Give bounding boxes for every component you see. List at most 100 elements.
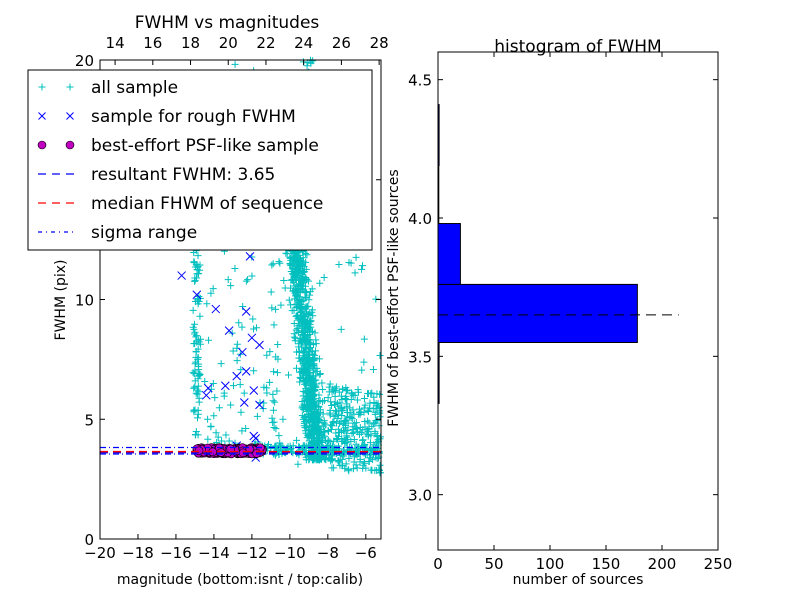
all-sample-point xyxy=(207,289,215,297)
all-sample-point xyxy=(330,387,338,395)
all-sample-point xyxy=(329,418,337,426)
all-sample-point xyxy=(304,398,312,406)
x-tick-label: −16 xyxy=(160,544,192,562)
all-sample-point xyxy=(335,388,343,396)
legend-box xyxy=(27,69,373,251)
all-sample-point xyxy=(324,426,332,434)
all-sample-point xyxy=(194,382,202,390)
all-sample-point xyxy=(328,401,336,409)
x-axis-ticks: −20 −18 −16 −14 −12 −10 −8 −6 xyxy=(84,534,377,562)
all-sample-point xyxy=(343,432,351,440)
top-x-axis-ticks: 14 16 18 20 22 24 26 28 xyxy=(106,34,389,65)
all-sample-point xyxy=(291,292,299,300)
all-sample-point xyxy=(302,258,310,266)
all-sample-point xyxy=(360,395,368,403)
all-sample-point xyxy=(191,328,199,336)
y-tick-label: 5 xyxy=(84,411,94,429)
all-sample-point xyxy=(292,265,300,273)
all-sample-point xyxy=(316,279,324,287)
all-sample-point xyxy=(195,369,203,377)
legend-label: all sample xyxy=(91,78,178,98)
all-sample-point xyxy=(279,415,287,423)
histogram-x-tick-label: 50 xyxy=(484,555,503,573)
all-sample-point xyxy=(296,254,304,262)
all-sample-point xyxy=(204,415,212,423)
all-sample-point xyxy=(267,288,275,296)
all-sample-point xyxy=(305,356,313,364)
all-sample-point xyxy=(309,312,317,320)
all-sample-point xyxy=(266,378,274,386)
all-sample-point xyxy=(192,430,200,438)
all-sample-point xyxy=(364,417,372,425)
all-sample-point xyxy=(311,364,319,372)
legend-entry: best-effort PSF-like sample xyxy=(37,136,319,156)
all-sample-point xyxy=(331,407,339,415)
all-sample-point xyxy=(302,423,310,431)
all-sample-point xyxy=(310,433,318,441)
all-sample-point xyxy=(194,355,202,363)
all-sample-point xyxy=(301,316,309,324)
all-sample-point xyxy=(291,334,299,342)
top-x-tick-label: 16 xyxy=(143,34,162,52)
all-sample-point xyxy=(307,386,315,394)
y-tick-label: 10 xyxy=(75,292,94,310)
all-sample-point xyxy=(302,275,310,283)
all-sample-point xyxy=(253,324,261,332)
all-sample-point xyxy=(239,302,247,310)
all-sample-point xyxy=(335,429,343,437)
histogram-y-tick-label: 4.5 xyxy=(408,72,432,90)
all-sample-point xyxy=(248,272,256,280)
all-sample-point xyxy=(306,317,314,325)
histogram-y-label: FWHM of best-effort PSF-like sources xyxy=(386,169,402,426)
all-sample-point xyxy=(215,404,223,412)
all-sample-point xyxy=(269,397,277,405)
all-sample-point xyxy=(274,355,282,363)
all-sample-point xyxy=(373,416,381,424)
top-x-tick-label: 28 xyxy=(370,34,389,52)
all-sample-point xyxy=(306,291,314,299)
all-sample-point xyxy=(335,260,343,268)
all-sample-point xyxy=(315,391,323,399)
all-sample-point xyxy=(355,430,363,438)
all-sample-point xyxy=(283,250,291,258)
x-tick-label: −14 xyxy=(198,544,230,562)
all-sample-point xyxy=(229,347,237,355)
all-sample-point xyxy=(364,390,372,398)
all-sample-point xyxy=(301,388,309,396)
all-sample-point xyxy=(233,340,241,348)
all-sample-point xyxy=(320,273,328,281)
all-sample-point xyxy=(324,436,332,444)
all-sample-point xyxy=(204,435,212,443)
all-sample-point xyxy=(327,421,335,429)
all-sample-point xyxy=(191,340,199,348)
rough-sample-point xyxy=(245,252,255,261)
all-sample-point xyxy=(294,259,302,267)
all-sample-point xyxy=(328,442,336,450)
histogram-x-label: number of sources xyxy=(513,572,644,588)
all-sample-point xyxy=(190,320,198,328)
rough-sample-point xyxy=(220,381,230,391)
all-sample-point xyxy=(292,266,300,274)
all-sample-point xyxy=(326,409,334,417)
all-sample-point xyxy=(270,321,278,329)
all-sample-point xyxy=(332,429,340,437)
all-sample-point xyxy=(352,253,360,261)
all-sample-point xyxy=(273,442,281,450)
all-sample-point xyxy=(196,370,204,378)
all-sample-point xyxy=(299,404,307,412)
all-sample-point xyxy=(191,383,199,391)
all-sample-point xyxy=(359,436,367,444)
all-sample-point xyxy=(312,413,320,421)
all-sample-point xyxy=(304,431,312,439)
all-sample-point xyxy=(302,325,310,333)
all-sample-point xyxy=(319,386,327,394)
all-sample-point xyxy=(293,436,301,444)
legend-plus-icon xyxy=(38,83,46,91)
x-tick-label: −10 xyxy=(274,544,306,562)
all-sample-point xyxy=(263,351,271,359)
all-sample-point xyxy=(374,455,382,463)
all-sample-point xyxy=(292,364,300,372)
all-sample-point xyxy=(194,375,202,383)
rough-sample-point xyxy=(238,347,247,357)
legend-x-icon xyxy=(66,112,74,120)
